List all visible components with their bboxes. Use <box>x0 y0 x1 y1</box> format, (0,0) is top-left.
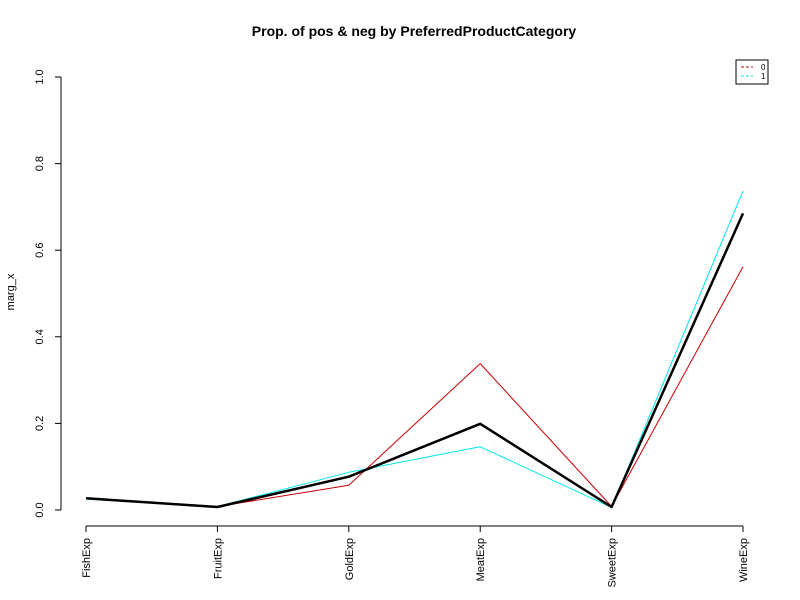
series-line-overall <box>85 212 745 509</box>
y-axis: 0.0 0.2 0.4 0.6 0.8 1.0 <box>34 69 62 518</box>
y-tick-label: 0.0 <box>34 502 46 517</box>
x-tick-label: FruitExp <box>212 538 224 579</box>
series-line-1 <box>85 190 744 508</box>
legend-box <box>735 59 769 85</box>
y-tick-label: 0.2 <box>34 416 46 431</box>
x-tick-label: MeatExp <box>475 538 487 581</box>
y-tick-label: 0.8 <box>34 156 46 171</box>
x-tick-label: GoldExp <box>344 538 356 580</box>
y-tick-label: 0.4 <box>34 329 46 344</box>
legend-label-0: 0 <box>761 63 766 72</box>
x-tick-label: SweetExp <box>607 538 619 588</box>
x-axis: FishExp FruitExp GoldExp MeatExp SweetExp Win… <box>81 525 750 588</box>
legend: 01 <box>735 59 769 85</box>
legend-label-1: 1 <box>761 72 766 81</box>
y-tick-label: 0.6 <box>34 243 46 258</box>
x-tick-label: WineExp <box>738 538 750 582</box>
y-axis-label: marg_x <box>5 273 17 310</box>
y-tick-label: 1.0 <box>34 69 46 84</box>
series-line-0 <box>85 266 744 507</box>
series-layer <box>85 190 745 509</box>
x-tick-label: FishExp <box>81 538 93 578</box>
chart-title: Prop. of pos & neg by PreferredProductCa… <box>252 23 577 39</box>
